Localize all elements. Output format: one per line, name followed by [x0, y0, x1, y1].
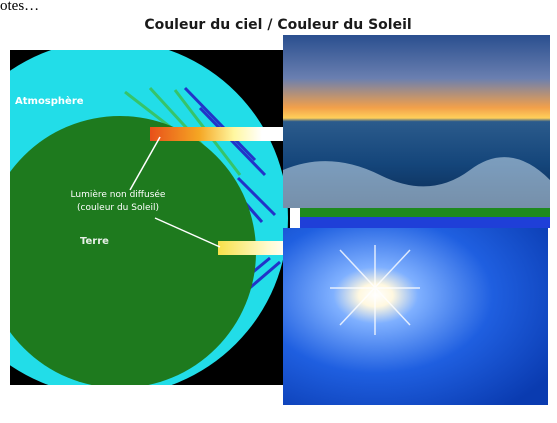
header-fragment: otes… [0, 0, 39, 14]
light-label: (couleur du Soleil) [77, 203, 159, 213]
title: Couleur du ciel / Couleur du Soleil [144, 17, 411, 33]
slide: otes… Couleur du ciel / Couleur du Solei… [0, 0, 557, 423]
diagram [0, 40, 290, 396]
strip [300, 217, 550, 228]
light-label: Lumière non diffusée [71, 189, 166, 200]
earth-label: Terre [80, 236, 109, 247]
sun-photo [283, 228, 548, 405]
atmosphere-label: Atmosphère [15, 95, 84, 107]
strip [300, 208, 550, 217]
